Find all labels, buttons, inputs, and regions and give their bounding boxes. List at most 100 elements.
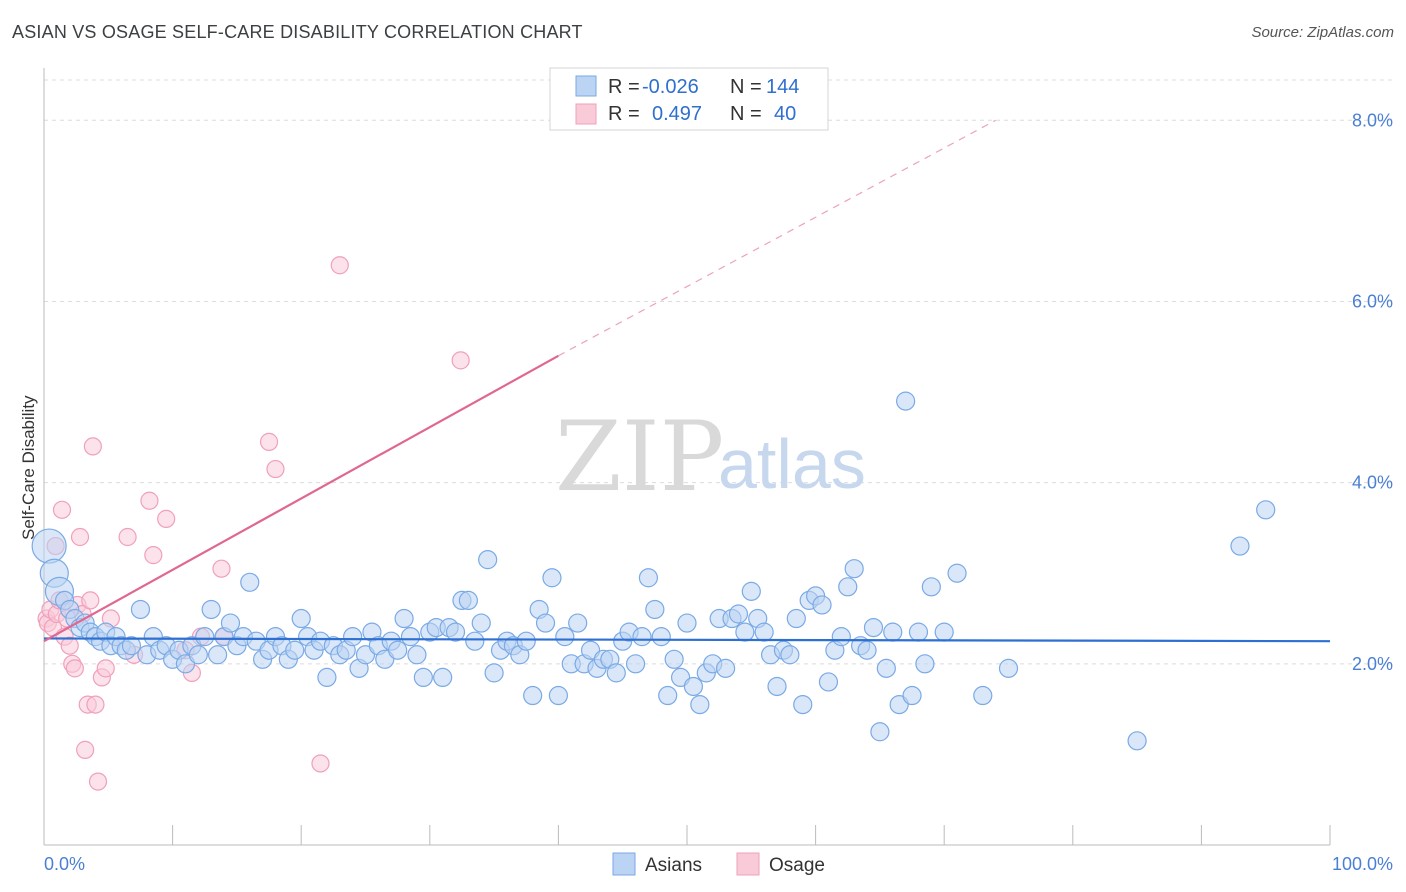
legend-asians-n-value: 144 [766, 76, 799, 98]
asian-point-96 [638, 568, 659, 588]
bottom-legend-osage: Osage [769, 855, 825, 876]
asian-point-111 [735, 622, 755, 642]
osage-point-20 [86, 695, 105, 714]
asian-point-60 [407, 645, 427, 665]
asian-point-141 [934, 622, 954, 642]
asian-point-28 [201, 599, 221, 620]
osage-point-25 [118, 527, 137, 547]
asian-point-145 [1127, 731, 1147, 751]
osage-point-21 [88, 772, 108, 791]
legend-osage-n-value: 40 [774, 103, 796, 125]
legend-osage-r-value: 0.497 [652, 103, 702, 125]
asian-point-102 [677, 613, 697, 633]
asian-point-83 [555, 627, 575, 647]
asian-point-128 [844, 559, 864, 579]
legend-swatch-asians [575, 75, 597, 97]
y-tick-labels: 2.0% 4.0% 6.0% 8.0% [1352, 110, 1393, 674]
osage-point-14 [70, 527, 90, 547]
asian-point-147 [1256, 500, 1276, 520]
asian-trend-line [43, 637, 1331, 643]
osage-point-38 [451, 351, 470, 370]
legend-asians-r-value: -0.026 [642, 76, 699, 98]
asian-point-58 [394, 608, 414, 629]
asian-point-146 [1230, 536, 1250, 556]
y-tick-label-3: 8.0% [1352, 110, 1393, 130]
asian-point-123 [812, 595, 832, 615]
asian-point-140 [921, 577, 941, 597]
y-tick-label-0: 2.0% [1352, 654, 1393, 674]
asian-point-110 [728, 604, 749, 624]
asian-point-46 [317, 667, 337, 688]
asian-point-17 [130, 599, 151, 620]
asian-point-69 [465, 631, 485, 651]
axes [43, 68, 1331, 846]
asian-point-72 [484, 663, 504, 683]
bottom-legend-swatch-asians [612, 852, 636, 876]
legend-asians-r-label: R = [608, 76, 640, 98]
legend-swatch-osage [575, 103, 597, 125]
source-label: Source: ZipAtlas.com [1251, 24, 1394, 41]
asian-point-59 [400, 627, 421, 647]
osage-point-28 [144, 546, 163, 565]
osage-point-33 [212, 559, 231, 578]
asian-point-144 [998, 658, 1019, 678]
asian-point-77 [516, 631, 536, 651]
y-tick-label-2: 6.0% [1352, 291, 1393, 311]
bottom-legend: Asians Osage [612, 852, 825, 876]
asian-point-100 [664, 649, 684, 669]
asian-point-16 [121, 636, 142, 656]
asian-point-118 [780, 645, 800, 665]
asian-point-131 [863, 617, 884, 638]
asian-point-64 [433, 667, 453, 688]
asian-point-66 [445, 622, 466, 642]
watermark-atlas: atlas [718, 425, 866, 503]
osage-point-35 [266, 459, 285, 479]
asian-point-103 [683, 676, 704, 697]
asian-point-112 [741, 581, 761, 601]
asian-point-138 [908, 622, 929, 642]
asian-point-42 [291, 608, 311, 629]
osage-point-16 [76, 740, 95, 759]
asian-point-26 [188, 645, 208, 665]
osage-point-7 [52, 500, 72, 519]
asian-point-104 [690, 694, 710, 715]
asian-point-50 [343, 627, 363, 647]
asian-point-71 [478, 550, 498, 570]
osage-point-23 [96, 659, 115, 678]
asian-point-85 [568, 613, 588, 633]
osage-points [37, 256, 470, 791]
asian-point-134 [883, 622, 903, 642]
asian-point-34 [240, 572, 260, 592]
asian-point-139 [915, 654, 935, 674]
asian-point-124 [818, 672, 839, 692]
asian-point-61 [413, 667, 433, 688]
asian-point-142 [947, 563, 967, 583]
osage-trend-extension [558, 119, 996, 357]
asian-point-130 [857, 640, 877, 660]
osage-point-34 [259, 432, 279, 451]
asian-point-132 [870, 722, 890, 742]
asian-point-29 [208, 645, 228, 665]
osage-point-27 [140, 491, 159, 510]
osage-trend-line [43, 354, 559, 643]
asian-point-119 [786, 608, 806, 629]
asian-point-127 [838, 577, 858, 597]
y-axis-title: Self-Care Disability [19, 395, 38, 540]
asian-point-31 [220, 613, 241, 633]
osage-point-29 [157, 509, 176, 528]
asian-point-136 [896, 391, 916, 411]
asian-point-27 [195, 627, 215, 647]
asian-point-41 [285, 640, 305, 660]
asian-points [31, 391, 1276, 751]
asian-point-97 [645, 599, 665, 620]
asian-point-126 [831, 627, 851, 647]
asian-point-99 [658, 685, 678, 706]
legend-osage-n-label: N = [730, 103, 762, 125]
legend-box: R = -0.026 N = 144 R = 0.497 N = 40 [549, 67, 829, 131]
asian-point-95 [632, 627, 652, 647]
asian-point-81 [542, 568, 562, 588]
asian-point-94 [625, 654, 646, 674]
osage-point-19 [83, 437, 102, 456]
x-tick-label-100: 100.0% [1332, 854, 1393, 874]
asian-point-137 [902, 685, 922, 706]
